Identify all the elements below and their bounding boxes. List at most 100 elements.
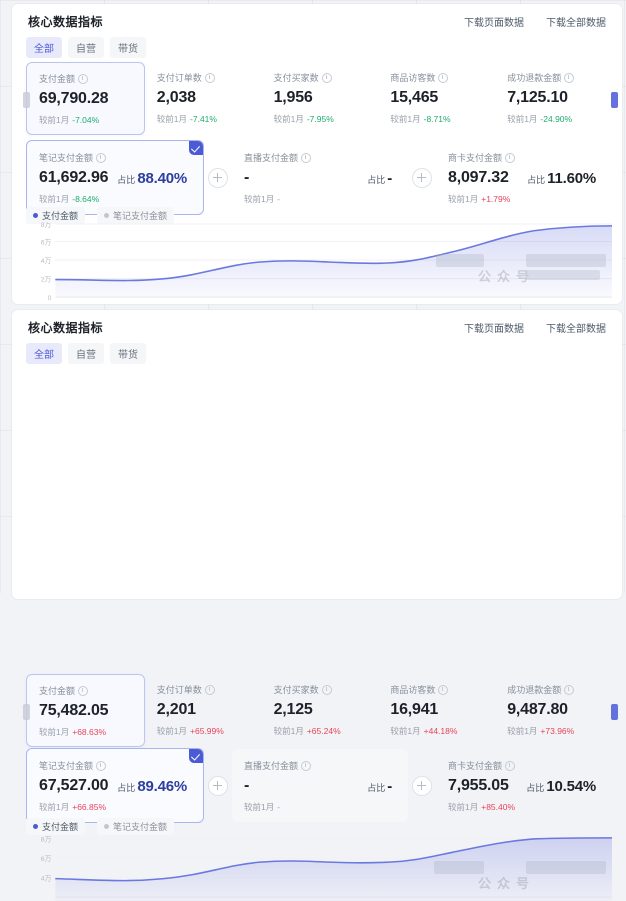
download-all-data-button[interactable]: 下载全部数据: [542, 12, 610, 31]
info-icon[interactable]: [564, 684, 575, 695]
composition-value: 67,527.00: [39, 777, 109, 794]
chart-legend: 支付金额 笔记支付金额: [26, 207, 175, 224]
info-icon[interactable]: [564, 72, 575, 83]
composition-ratio: 占比 89.46%: [117, 777, 187, 795]
page-title: 核心数据指标: [28, 321, 104, 335]
info-icon[interactable]: [505, 760, 516, 771]
composition-compare: 较前1月 +1.79%: [448, 194, 511, 204]
payment-amount-area-chart: 8万 6万 4万 2万 0 公众号: [26, 222, 612, 302]
channel-tabs: 全部 自营 带货: [26, 37, 146, 58]
check-icon[interactable]: [189, 749, 203, 763]
info-icon[interactable]: [321, 684, 332, 695]
metric-compare: 较前1月 +65.99%: [156, 726, 224, 736]
add-metric-button-2[interactable]: [412, 167, 432, 188]
composition-value: -: [244, 169, 250, 186]
composition-card-card-payment[interactable]: 商卡支付金额 7,955.05 较前1月 +85.40% 占比 10.54%: [436, 749, 612, 822]
legend-item-note-payment-amount[interactable]: 笔记支付金额: [97, 207, 175, 224]
composition-label: 直播支付金额: [244, 759, 312, 772]
composition-label: 商卡支付金额: [448, 151, 516, 164]
legend-item-payment-amount[interactable]: 支付金额: [26, 207, 86, 224]
composition-body: 笔记支付金额 67,527.00 较前1月 +66.85%: [39, 759, 109, 813]
metric-value: 2,201: [156, 701, 196, 718]
metric-card-payment-amount[interactable]: 支付金额 75,482.05 较前1月 +68.63%: [26, 674, 145, 747]
tab-all[interactable]: 全部: [26, 37, 62, 58]
composition-delta: +66.85%: [72, 802, 107, 812]
metric-card-row: 支付金额 69,790.28 较前1月 -7.04% 支付订单数 2,038 较前…: [23, 62, 618, 135]
composition-card-card-payment[interactable]: 商卡支付金额 8,097.32 较前1月 +1.79% 占比 11.60%: [436, 141, 612, 214]
info-icon[interactable]: [301, 760, 312, 771]
composition-body: 直播支付金额 - 较前1月 -: [244, 151, 312, 205]
scroll-indicator-left[interactable]: [23, 704, 30, 720]
info-icon[interactable]: [505, 152, 516, 163]
composition-card-live-payment[interactable]: 直播支付金额 - 较前1月 - 占比 -: [232, 749, 408, 822]
composition-body: 笔记支付金额 61,692.96 较前1月 -8.64%: [39, 151, 109, 205]
metric-compare: 较前1月 -24.90%: [507, 114, 573, 124]
metric-delta: +68.63%: [72, 727, 107, 737]
add-metric-button-1[interactable]: [208, 775, 228, 796]
tab-affiliate[interactable]: 带货: [110, 343, 146, 364]
composition-delta: -: [277, 802, 281, 812]
metric-value: 15,465: [390, 89, 439, 106]
composition-card-live-payment[interactable]: 直播支付金额 - 较前1月 - 占比 -: [232, 141, 408, 214]
metric-compare: 较前1月 +73.96%: [507, 726, 575, 736]
ytick-label: 2万: [41, 276, 52, 284]
header-actions: 下载页面数据 下载全部数据: [460, 12, 610, 31]
metric-card-product-visitors[interactable]: 商品访客数 15,465 较前1月 -8.71%: [378, 62, 495, 135]
info-icon[interactable]: [438, 684, 449, 695]
info-icon[interactable]: [301, 152, 312, 163]
scroll-indicator-right[interactable]: [611, 704, 618, 720]
info-icon[interactable]: [321, 72, 332, 83]
composition-value: -: [244, 777, 250, 794]
core-metrics-panel-2: 核心数据指标 下载页面数据 下载全部数据 全部 自营 带货 支付金额 75,48…: [12, 310, 622, 901]
metric-value: 75,482.05: [39, 702, 109, 719]
metric-label: 成功退款金额: [507, 71, 602, 84]
tab-self-operated[interactable]: 自营: [68, 343, 104, 364]
metric-card-product-visitors[interactable]: 商品访客数 16,941 较前1月 +44.18%: [378, 674, 495, 747]
composition-card-row: 笔记支付金额 67,527.00 较前1月 +66.85% 占比 89.46% 直播…: [26, 748, 612, 823]
download-all-data-button[interactable]: 下载全部数据: [542, 318, 610, 337]
metric-value: 69,790.28: [39, 90, 109, 107]
metric-card-payment-orders[interactable]: 支付订单数 2,201 较前1月 +65.99%: [145, 674, 262, 747]
composition-compare: 较前1月 +66.85%: [39, 802, 107, 812]
metric-card-refund-amount[interactable]: 成功退款金额 9,487.80 较前1月 +73.96%: [495, 674, 612, 747]
scroll-indicator-left[interactable]: [23, 92, 30, 108]
info-icon[interactable]: [78, 73, 89, 84]
scroll-indicator-right[interactable]: [611, 92, 618, 108]
check-icon[interactable]: [189, 141, 203, 155]
info-icon[interactable]: [438, 72, 449, 83]
chart-line: [55, 225, 612, 282]
download-page-data-button[interactable]: 下载页面数据: [460, 318, 528, 337]
metric-compare: 较前1月 -7.41%: [156, 114, 217, 124]
metric-card-payment-buyers[interactable]: 支付买家数 1,956 较前1月 -7.95%: [262, 62, 379, 135]
tab-self-operated[interactable]: 自营: [68, 37, 104, 58]
composition-body: 商卡支付金额 7,955.05 较前1月 +85.40%: [448, 759, 515, 813]
composition-value: 7,955.05: [448, 777, 509, 794]
metric-delta: +65.24%: [306, 726, 341, 736]
info-icon[interactable]: [96, 760, 107, 771]
info-icon[interactable]: [78, 685, 89, 696]
composition-delta: +1.79%: [481, 194, 511, 204]
info-icon[interactable]: [204, 72, 215, 83]
info-icon[interactable]: [204, 684, 215, 695]
composition-ratio: 占比 11.60%: [527, 169, 596, 187]
tab-affiliate[interactable]: 带货: [110, 37, 146, 58]
metric-card-payment-buyers[interactable]: 支付买家数 2,125 较前1月 +65.24%: [262, 674, 379, 747]
add-metric-button-1[interactable]: [208, 167, 228, 188]
metric-compare: 较前1月 +65.24%: [273, 726, 341, 736]
download-page-data-button[interactable]: 下载页面数据: [460, 12, 528, 31]
composition-card-note-payment[interactable]: 笔记支付金额 61,692.96 较前1月 -8.64% 占比 88.40%: [26, 140, 204, 215]
metric-card-refund-amount[interactable]: 成功退款金额 7,125.10 较前1月 -24.90%: [495, 62, 612, 135]
ytick-label: 0: [48, 295, 52, 302]
add-metric-button-2[interactable]: [412, 775, 432, 796]
legend-dot-icon: [104, 824, 110, 829]
metric-value: 7,125.10: [507, 89, 568, 106]
metric-card-payment-orders[interactable]: 支付订单数 2,038 较前1月 -7.41%: [145, 62, 262, 135]
metric-card-payment-amount[interactable]: 支付金额 69,790.28 较前1月 -7.04%: [26, 62, 145, 135]
metric-label: 成功退款金额: [507, 683, 602, 696]
metric-delta: -8.71%: [423, 114, 451, 124]
tab-all[interactable]: 全部: [26, 343, 62, 364]
metric-label: 支付买家数: [274, 71, 369, 84]
info-icon[interactable]: [96, 152, 107, 163]
panel-header: 核心数据指标 下载页面数据 下载全部数据: [12, 4, 622, 34]
composition-card-note-payment[interactable]: 笔记支付金额 67,527.00 较前1月 +66.85% 占比 89.46%: [26, 748, 204, 823]
